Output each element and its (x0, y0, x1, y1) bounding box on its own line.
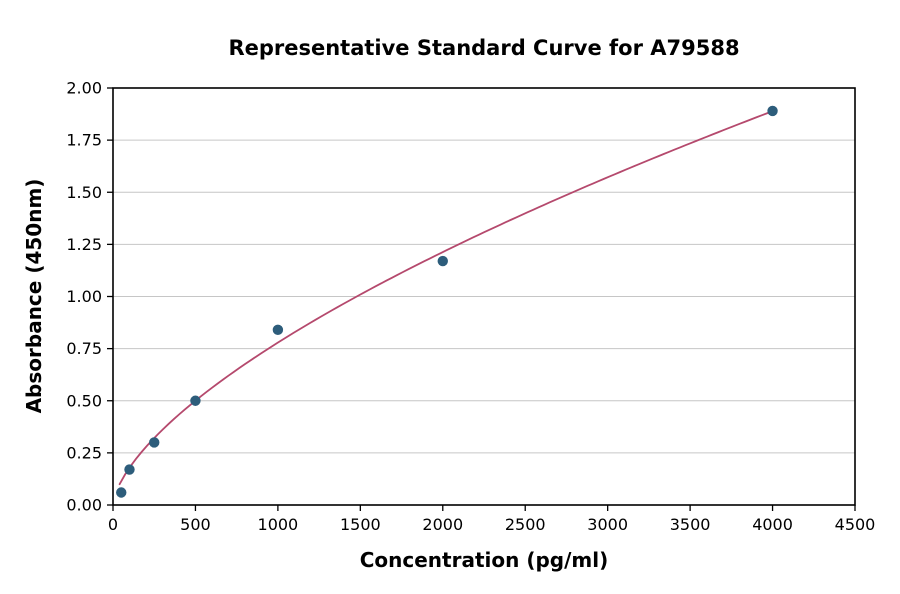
x-tick-label: 4000 (752, 515, 793, 534)
x-axis-label: Concentration (pg/ml) (359, 548, 609, 572)
data-point (116, 487, 127, 498)
x-tick-label: 1000 (258, 515, 299, 534)
y-tick-label: 1.50 (66, 183, 102, 202)
data-point (149, 437, 160, 448)
x-tick-label: 2500 (505, 515, 546, 534)
y-tick-label: 1.75 (66, 131, 102, 150)
fit-curve (118, 110, 774, 486)
x-tick-label: 3000 (587, 515, 628, 534)
x-tick-label: 3500 (670, 515, 711, 534)
y-tick-label: 1.00 (66, 287, 102, 306)
x-tick-label: 500 (180, 515, 211, 534)
y-tick-label: 0.00 (66, 496, 102, 515)
x-tick-label: 1500 (340, 515, 381, 534)
y-tick-label: 0.75 (66, 339, 102, 358)
x-tick-label: 2000 (422, 515, 463, 534)
chart-title: Representative Standard Curve for A79588 (228, 36, 740, 60)
data-point (124, 464, 135, 475)
data-point (767, 105, 778, 117)
y-tick-label: 2.00 (66, 79, 102, 98)
y-tick-label: 0.25 (66, 443, 102, 462)
data-point (272, 324, 284, 336)
x-tick-label: 0 (108, 515, 118, 534)
y-tick-label: 0.50 (66, 391, 102, 410)
y-tick-label: 1.25 (66, 235, 102, 254)
data-point (190, 395, 201, 406)
data-point (437, 255, 448, 267)
x-tick-label: 4500 (835, 515, 876, 534)
